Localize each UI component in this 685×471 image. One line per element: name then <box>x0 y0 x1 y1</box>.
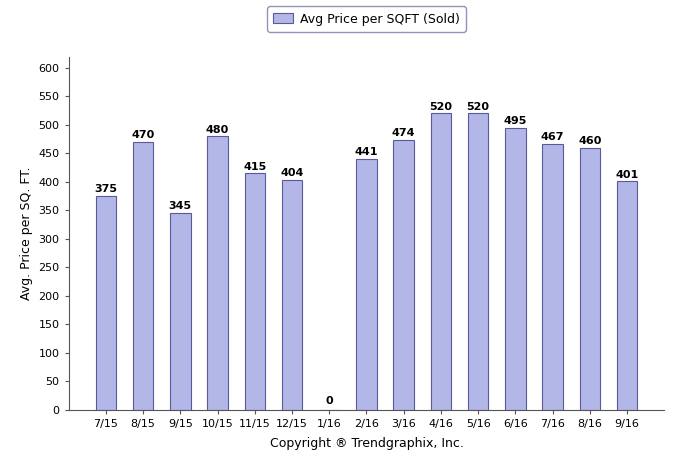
Text: 345: 345 <box>169 202 192 211</box>
Bar <box>617 181 637 410</box>
Text: 520: 520 <box>466 102 490 112</box>
Text: 415: 415 <box>243 162 266 171</box>
Y-axis label: Avg. Price per SQ. FT.: Avg. Price per SQ. FT. <box>20 166 33 300</box>
Text: 0: 0 <box>325 397 333 406</box>
Bar <box>356 159 377 410</box>
Text: 480: 480 <box>206 124 229 135</box>
Bar <box>170 213 190 410</box>
Bar <box>393 140 414 410</box>
Bar <box>96 196 116 410</box>
Text: 467: 467 <box>541 132 564 142</box>
Text: 470: 470 <box>132 130 155 140</box>
Bar <box>468 114 488 410</box>
Text: 404: 404 <box>280 168 303 178</box>
Bar <box>431 114 451 410</box>
Text: 520: 520 <box>429 102 453 112</box>
Text: 460: 460 <box>578 136 601 146</box>
X-axis label: Copyright ® Trendgraphix, Inc.: Copyright ® Trendgraphix, Inc. <box>269 437 464 450</box>
Bar <box>580 148 600 410</box>
Bar <box>133 142 153 410</box>
Bar <box>543 144 563 410</box>
Bar <box>245 173 265 410</box>
Text: 375: 375 <box>95 185 117 195</box>
Legend: Avg Price per SQFT (Sold): Avg Price per SQFT (Sold) <box>267 6 466 32</box>
Text: 495: 495 <box>503 116 527 126</box>
Text: 474: 474 <box>392 128 416 138</box>
Bar <box>505 128 525 410</box>
Text: 401: 401 <box>616 170 638 179</box>
Text: 441: 441 <box>355 147 378 157</box>
Bar <box>282 179 302 410</box>
Bar <box>208 136 228 410</box>
